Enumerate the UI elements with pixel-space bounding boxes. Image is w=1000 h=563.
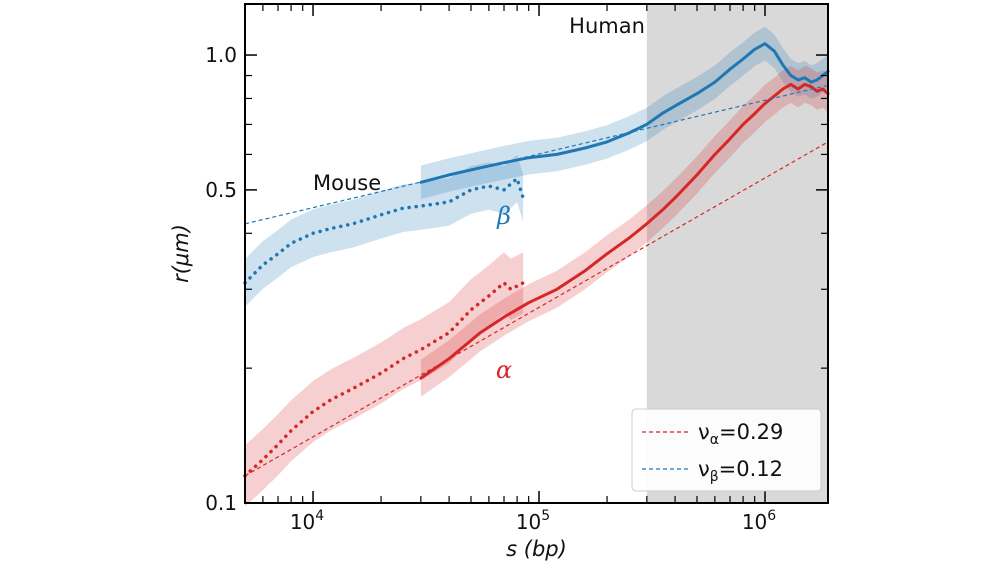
annotation-mouse: Mouse <box>313 171 381 195</box>
x-tick-base-1: 10 <box>516 510 541 534</box>
x-axis-label: s (bp) <box>506 537 567 561</box>
x-tick-label-0: 104 <box>290 508 324 534</box>
legend-entry-alpha: να=0.29 <box>698 420 783 448</box>
plot-frame <box>244 3 829 504</box>
x-tick-exp-1: 5 <box>541 508 550 524</box>
series-2-band <box>420 65 828 397</box>
legend-box <box>631 408 822 492</box>
confidence-bands-layer <box>245 26 828 507</box>
series-lines-layer <box>243 42 830 478</box>
series-4-dashed-line <box>244 84 829 225</box>
x-tick-exp-0: 4 <box>315 508 324 524</box>
y-tick-label-0: 0.1 <box>205 491 237 515</box>
legend-entry-beta: νβ=0.12 <box>698 457 783 485</box>
annotation-human: Human <box>569 14 645 38</box>
x-tick-exp-2: 6 <box>767 508 776 524</box>
series-0-band <box>420 26 828 200</box>
legend-alpha-symbol: ν <box>698 420 710 444</box>
legend-alpha-value: =0.29 <box>719 420 783 444</box>
series-1-band <box>245 154 524 307</box>
annotation-beta: β <box>496 202 511 230</box>
x-tick-base-0: 10 <box>290 510 315 534</box>
x-tick-label-1: 105 <box>516 508 550 534</box>
series-0-solid-line <box>419 42 830 184</box>
legend: να=0.29 νβ=0.12 <box>631 408 822 492</box>
legend-beta-subscript: β <box>710 469 719 485</box>
x-tick-label-2: 106 <box>742 508 776 534</box>
y-tick-label-1: 0.5 <box>205 178 237 202</box>
series-3-band <box>245 252 524 507</box>
legend-beta-value: =0.12 <box>719 457 783 481</box>
y-tick-label-2: 1.0 <box>205 43 237 67</box>
legend-alpha-subscript: α <box>710 432 719 448</box>
y-axis-label: r(μm) <box>169 224 193 283</box>
series-3-dotted-line <box>243 281 525 478</box>
annotation-alpha: α <box>496 356 512 384</box>
x-tick-base-2: 10 <box>742 510 767 534</box>
series-1-dotted-line <box>243 176 525 285</box>
legend-beta-symbol: ν <box>698 457 710 481</box>
series-2-solid-line <box>419 82 830 380</box>
